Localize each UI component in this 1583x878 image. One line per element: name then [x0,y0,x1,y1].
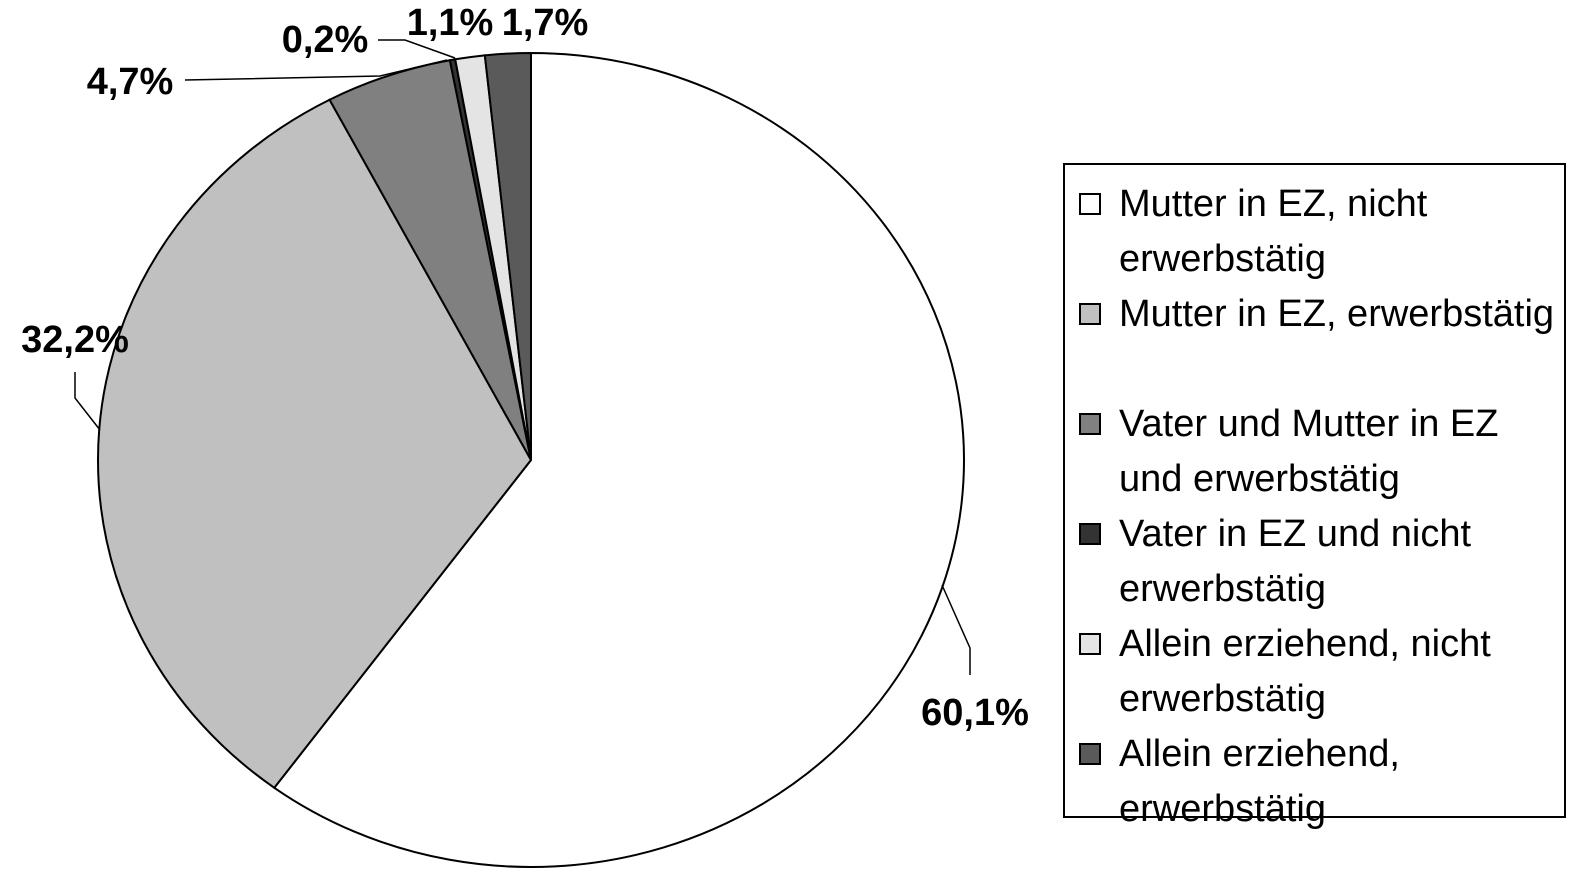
leader-line [184,59,448,81]
legend-swatch [1079,743,1101,765]
legend-label: Vater in EZ und nicht erwerbstätig [1119,513,1472,610]
legend-swatch [1079,523,1101,545]
leader-line [74,372,101,431]
legend-label: Mutter in EZ, erwerbstätig [1119,293,1555,335]
legend-label: Mutter in EZ, nicht erwerbstätig [1119,183,1428,280]
data-label: 1,7% [502,2,589,44]
legend-label: Allein erziehend, erwerbstätig [1119,733,1400,830]
legend-label: Vater und Mutter in EZ und erwerbstätig [1119,403,1499,500]
data-label: 60,1% [921,692,1029,734]
legend-swatch [1079,633,1101,655]
leader-line [941,584,971,675]
data-label: 0,2% [282,19,369,61]
legend-item: Mutter in EZ, nicht erwerbstätig [1079,177,1564,287]
legend-swatch [1079,303,1101,325]
legend-label: Allein erziehend, nicht erwerbstätig [1119,623,1491,720]
data-label: 1,1% [407,2,494,44]
legend-item: Mutter in EZ, erwerbstätig [1079,287,1564,397]
data-label: 4,7% [87,61,174,103]
legend-item: Vater und Mutter in EZ und erwerbstätig [1079,397,1564,507]
data-label: 32,2% [21,319,129,361]
leader-line [378,39,456,59]
legend-swatch [1079,413,1101,435]
legend: Mutter in EZ, nicht erwerbstätig Mutter i… [1063,163,1566,830]
legend-item: Allein erziehend, erwerbstätig [1079,727,1564,837]
legend-item: Vater in EZ und nicht erwerbstätig [1079,507,1564,617]
legend-swatch [1079,193,1101,215]
legend-item: Allein erziehend, nicht erwerbstätig [1079,617,1564,727]
pie-slice [483,51,532,461]
